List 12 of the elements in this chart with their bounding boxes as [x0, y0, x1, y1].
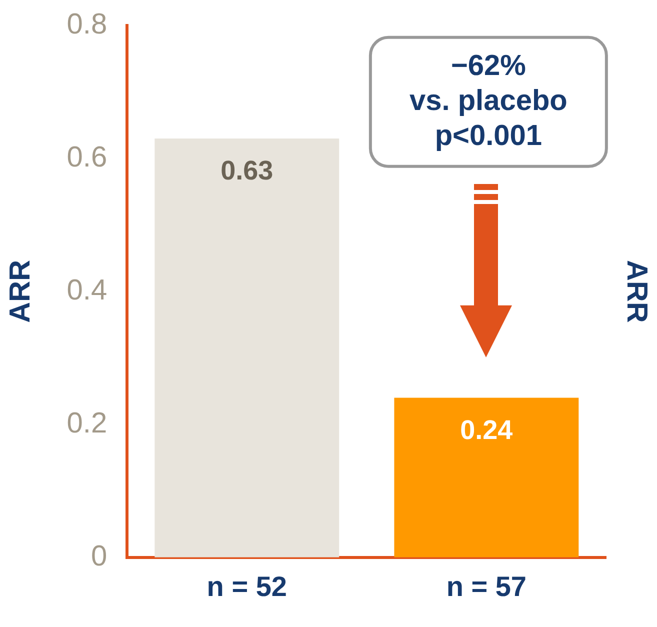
- data-label: 0.63: [220, 155, 274, 186]
- y-tick-label: 0: [90, 540, 108, 572]
- data-label: 0.24: [460, 414, 513, 445]
- y-tick-label: 0.8: [66, 8, 108, 40]
- y-axis-title: ARR: [4, 260, 36, 323]
- y-tick-label: 0.6: [66, 141, 108, 174]
- y-tick-label: 0.4: [66, 274, 108, 306]
- y-tick-label: 0.2: [66, 407, 108, 440]
- x-tick-label: n = 57: [446, 570, 527, 602]
- y2-axis-title: ARR: [620, 260, 653, 323]
- x-tick-label: n = 52: [206, 570, 287, 602]
- annotation: −62% vs. placebo p<0.001: [409, 50, 568, 152]
